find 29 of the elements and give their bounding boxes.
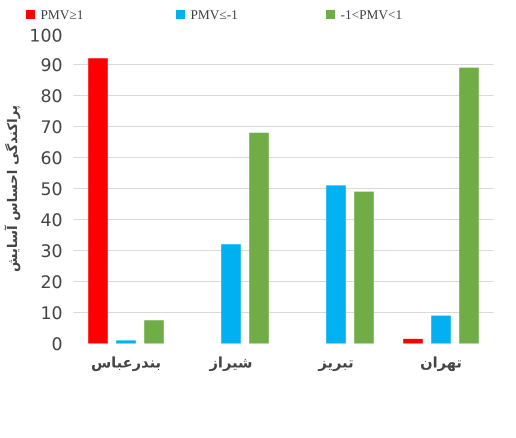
x-tick-label: تهران <box>420 354 462 372</box>
x-tick-label: تبریز <box>317 354 354 372</box>
y-axis-title: پراکندگی احساس آسایش <box>4 105 21 272</box>
x-tick-label: بندرعباس <box>90 354 162 372</box>
y-tick-label: 20 <box>40 273 63 293</box>
bar <box>88 58 108 344</box>
bar <box>249 132 269 344</box>
bar <box>116 340 136 344</box>
legend-label: PMV≥1 <box>40 7 84 22</box>
y-tick-label: 80 <box>40 87 63 107</box>
y-tick-label: 100 <box>29 26 63 46</box>
bar <box>326 185 346 344</box>
bar <box>354 192 374 344</box>
y-tick-label: 50 <box>40 180 63 200</box>
legend-label: -1<PMV<1 <box>340 7 402 22</box>
bar <box>221 244 241 344</box>
y-tick-label: 60 <box>40 149 63 169</box>
y-tick-label: 70 <box>40 118 63 138</box>
x-tick-label: شیراز <box>208 354 252 372</box>
bar <box>403 338 423 344</box>
y-tick-label: 0 <box>51 335 63 355</box>
bar <box>459 68 479 344</box>
y-tick-label: 30 <box>40 242 63 262</box>
y-tick-label: 40 <box>40 211 63 231</box>
y-tick-label: 90 <box>40 56 63 76</box>
bar <box>431 316 451 344</box>
bar <box>144 320 164 344</box>
legend-label: PMV≤-1 <box>190 7 238 22</box>
y-tick-label: 10 <box>40 304 63 324</box>
